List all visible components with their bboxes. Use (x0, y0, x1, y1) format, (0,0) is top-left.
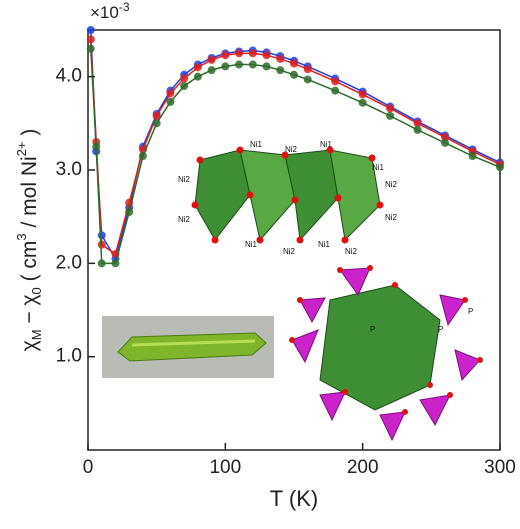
data-point (180, 74, 189, 83)
y-label-part: χ (18, 340, 41, 351)
y-tick-label: 2.0 (56, 252, 82, 273)
data-point (138, 152, 147, 160)
data-point (290, 70, 298, 79)
y-label-part: 0 (29, 287, 44, 294)
data-point (386, 111, 395, 120)
data-point (248, 49, 257, 58)
data-point (125, 208, 134, 216)
octahedron (239, 149, 296, 242)
annotation: Ni1 (318, 240, 331, 249)
data-point (86, 44, 95, 53)
data-point (386, 104, 395, 113)
y-label-part: M (29, 329, 44, 340)
data-point (303, 75, 312, 84)
data-point (413, 119, 422, 128)
plot-frame (87, 29, 501, 451)
x-tick-label: 100 (209, 457, 241, 478)
data-point (496, 163, 504, 172)
annotation: P (438, 325, 443, 334)
data-point (358, 98, 367, 107)
data-point (468, 152, 477, 160)
octahedron (284, 149, 339, 242)
y-label-part: 3 (14, 233, 29, 240)
y-label-part: − χ (18, 294, 41, 329)
annotation: Ni2 (385, 180, 398, 189)
y-label-part: 2+ (14, 142, 29, 157)
data-point (262, 51, 271, 60)
annotation: Ni1 (245, 240, 258, 249)
data-point (262, 62, 271, 71)
data-point (413, 125, 422, 134)
crystal-photo (102, 316, 274, 378)
annotation: Ni1 (320, 140, 333, 149)
data-point (235, 60, 244, 69)
x-tick-label: 200 (347, 457, 379, 478)
data-point (221, 62, 230, 71)
framework-core (319, 284, 441, 411)
data-point (92, 142, 101, 151)
octahedron (329, 149, 381, 242)
annotation: Ni2 (345, 247, 358, 256)
data-point (111, 259, 120, 268)
annotation: Ni2 (178, 175, 191, 184)
data-point (290, 59, 298, 68)
data-point (207, 66, 216, 75)
x-tick-label: 300 (484, 457, 516, 478)
data-point (441, 138, 450, 147)
data-point (152, 119, 161, 128)
data-point (166, 89, 175, 98)
data-point (193, 63, 202, 72)
data-point (86, 26, 95, 34)
y-axis-label: χM − χ0 ( cm3 / mol Ni2+ ) (14, 129, 44, 352)
data-point (97, 259, 106, 268)
y-label-part: ( cm (18, 241, 41, 288)
annotation: Ni1 (372, 163, 385, 172)
data-point (276, 66, 285, 75)
annotation: Ni1 (250, 140, 263, 149)
data-point (193, 72, 202, 81)
data-point (180, 82, 189, 90)
data-point (207, 55, 216, 64)
framework-structure (289, 265, 483, 442)
y-tick-label: 4.0 (56, 66, 82, 87)
annotation: Ni2 (285, 145, 298, 154)
data-point (276, 54, 285, 63)
chain-structure (191, 146, 384, 244)
x-axis-label: T (K) (270, 486, 318, 511)
data-point (152, 111, 161, 120)
crystal (117, 332, 267, 362)
data-point (441, 133, 450, 142)
data-point (97, 240, 106, 249)
data-point (86, 35, 95, 44)
marks (86, 26, 504, 268)
crystal-edge (131, 339, 256, 347)
data-point (303, 65, 312, 74)
data-point (358, 90, 367, 99)
annotation: Ni2 (385, 213, 398, 222)
y-tick-label: 1.0 (56, 346, 82, 367)
annotation: Ni2 (178, 215, 191, 224)
annotation: Ni2 (283, 247, 296, 256)
data-point (331, 86, 340, 95)
y-label-part: ) (18, 129, 41, 142)
annotation: P (370, 325, 375, 334)
x-tick-label: 0 (83, 457, 94, 478)
data-point (248, 60, 257, 69)
octahedron (194, 149, 251, 241)
multiplier: ×10-3 (90, 0, 130, 22)
data-point (166, 97, 175, 106)
y-tick-label: 3.0 (56, 159, 82, 180)
annotation: P (468, 307, 473, 316)
data-point (331, 77, 340, 86)
data-point (221, 51, 230, 60)
y-label-part: / mol Ni (18, 156, 41, 233)
data-point (235, 49, 244, 58)
